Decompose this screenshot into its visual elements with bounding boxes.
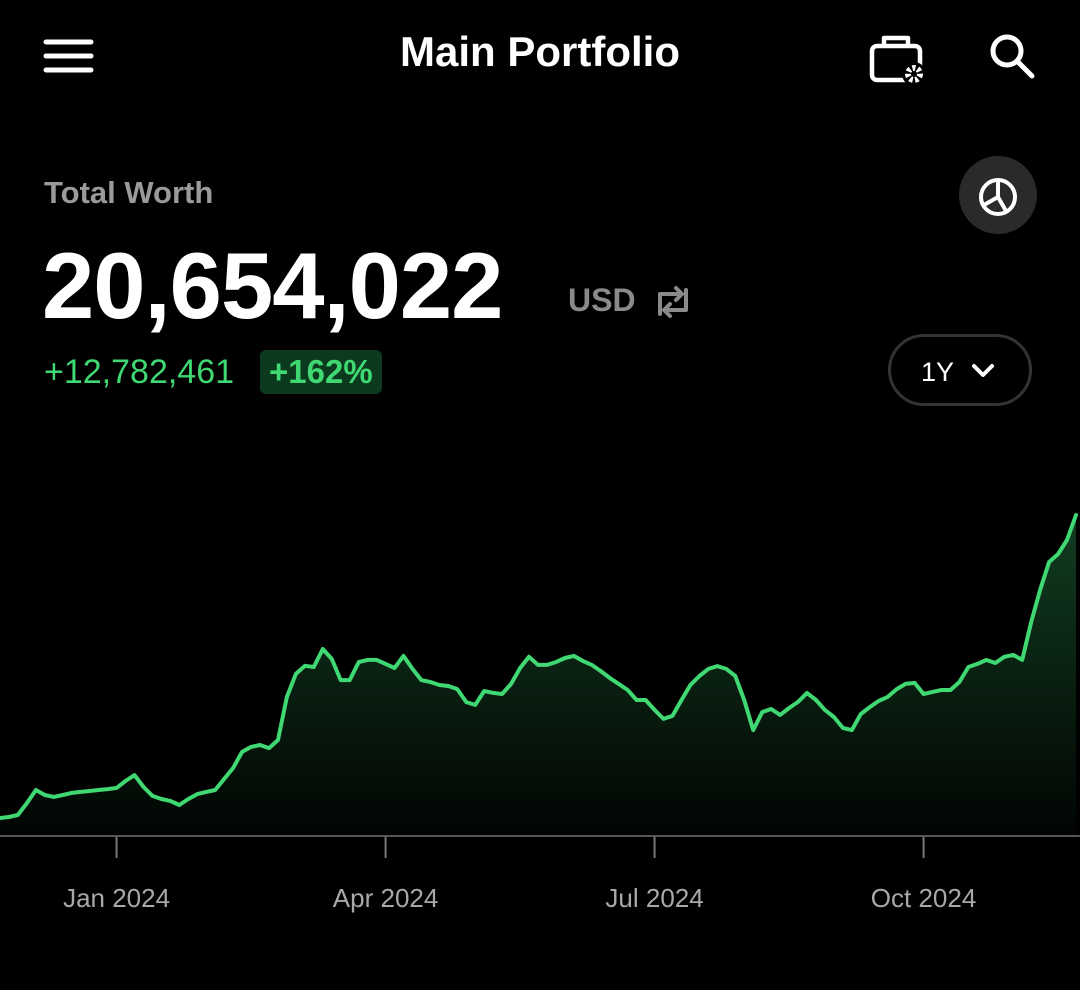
total-label: Total Worth [44,175,214,210]
range-label: 1Y [921,357,955,387]
x-tick-label: Jul 2024 [605,883,703,913]
x-tick-label: Jan 2024 [63,883,170,913]
line [0,513,1078,820]
page-title: Main Portfolio [400,28,680,75]
total-value: 20,654,022 [42,233,503,338]
currency-swap-button[interactable] [658,286,688,318]
area-fill [0,515,1076,836]
portfolio-settings-button[interactable] [869,35,926,86]
currency: USD [568,282,636,318]
chevron-icon [972,364,994,377]
change-value: +12,782,461 [44,353,235,391]
x-tick-label: Apr 2024 [333,883,439,913]
search-button[interactable] [990,34,1035,79]
menu-button[interactable] [43,39,94,73]
change-percent: +162% [260,350,382,394]
allocation-button[interactable] [959,156,1037,234]
x-tick-label: Oct 2024 [871,883,977,913]
range-selector[interactable]: 1Y [888,334,1032,406]
